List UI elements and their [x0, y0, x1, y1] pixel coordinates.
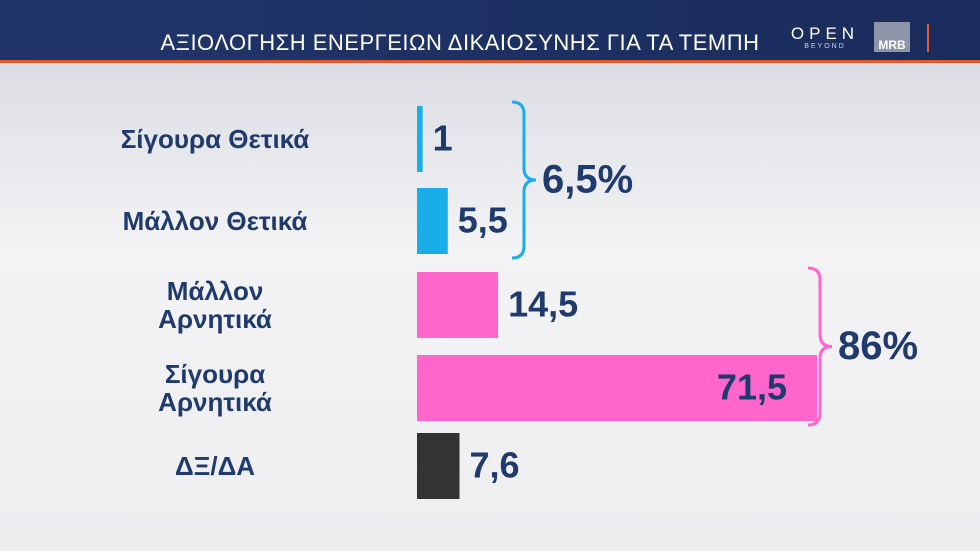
divider: [927, 24, 929, 52]
logo: OPEN: [790, 24, 860, 43]
value-label: 71,5: [717, 367, 787, 408]
group-bracket: [511, 100, 537, 260]
header: ΑΞΙΟΛΟΓΗΣΗ ΕΝΕΡΓΕΙΩΝ ΔΙΚΑΙΟΣΥΝΗΣ ΓΙΑ ΤΑ …: [0, 0, 980, 63]
group-bracket: [807, 266, 833, 427]
group-label: 86%: [838, 324, 918, 368]
title: ΑΞΙΟΛΟΓΗΣΗ ΕΝΕΡΓΕΙΩΝ ΔΙΚΑΙΟΣΥΝΗΣ ΓΙΑ ΤΑ …: [160, 30, 760, 55]
logo-mrb: MRB: [874, 22, 910, 52]
category-label: Μάλλον Αρνητικά: [158, 276, 272, 334]
category-label: Μάλλον Θετικά: [122, 206, 308, 236]
category-label: ΔΞ/ΔΑ: [174, 451, 256, 481]
category-label: Σίγουρα Αρνητικά: [158, 359, 272, 417]
value-label: 1: [433, 118, 453, 159]
bar: [417, 355, 817, 421]
value-label: 5,5: [458, 200, 508, 241]
category-label: Σίγουρα Θετικά: [120, 124, 310, 154]
value-label: 14,5: [508, 284, 578, 325]
bar: [417, 188, 448, 254]
value-label: 7,6: [470, 445, 520, 486]
bar: [417, 272, 499, 338]
group-label: 6,5%: [542, 158, 633, 202]
bar: [417, 433, 460, 499]
logo-sub: BEYOND: [804, 43, 846, 50]
bar: [417, 106, 423, 172]
